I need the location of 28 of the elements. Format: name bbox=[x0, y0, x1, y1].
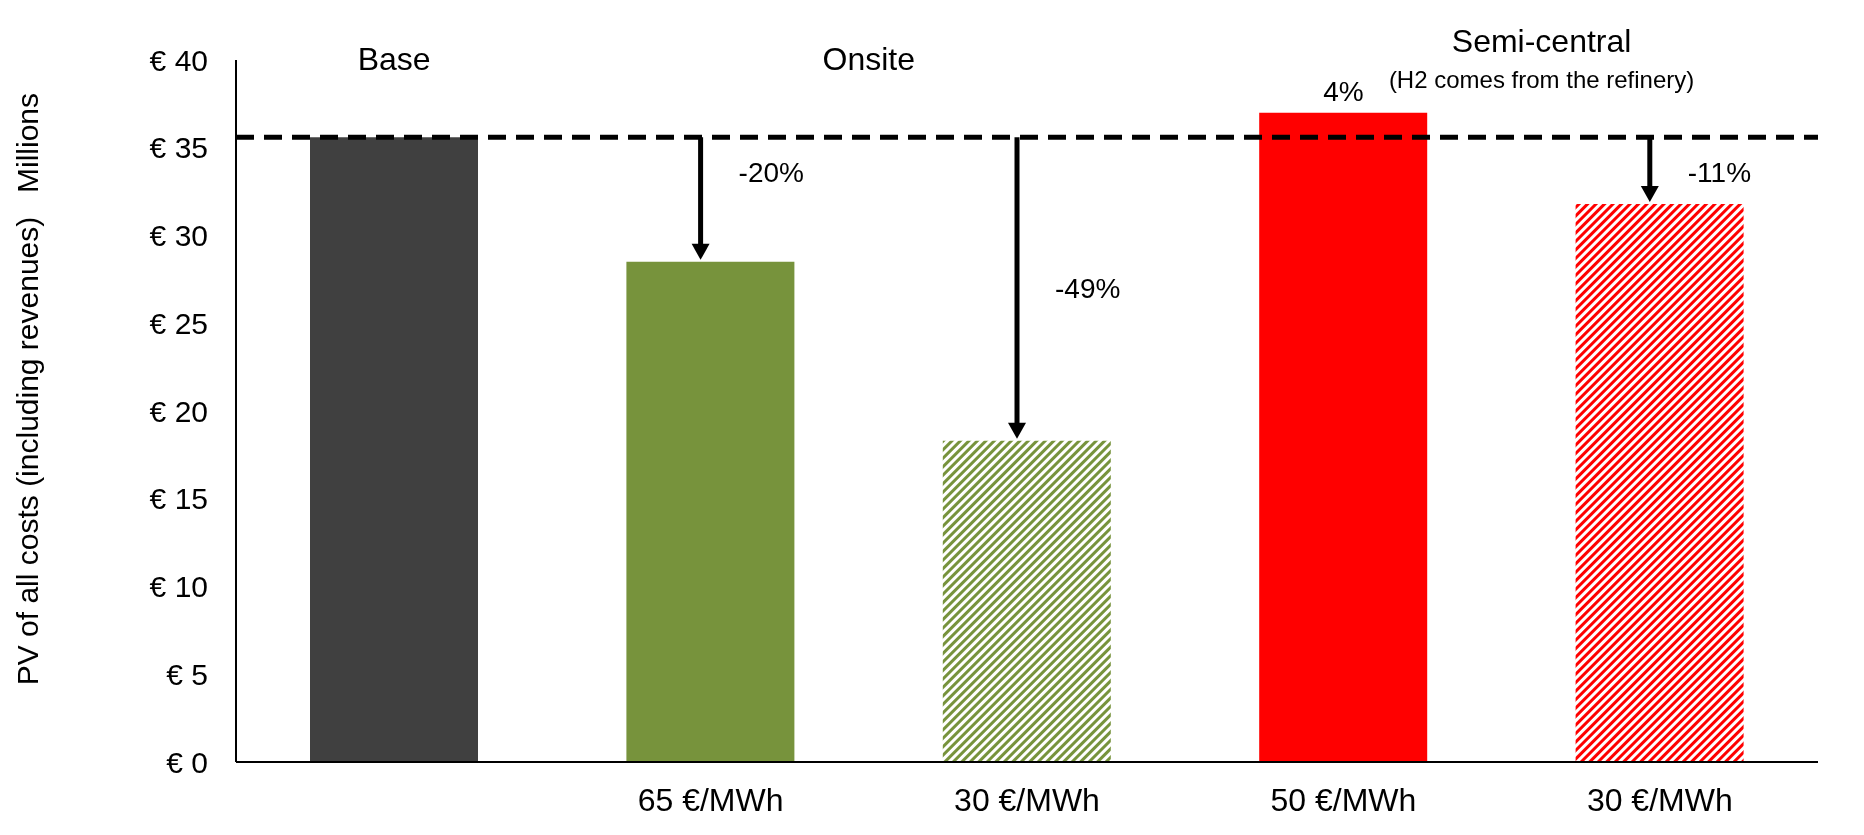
x-tick-label: 50 €/MWh bbox=[1270, 781, 1417, 818]
x-tick-label: 30 €/MWh bbox=[1586, 781, 1733, 818]
y-tick-label: € 10 bbox=[149, 570, 208, 604]
bar bbox=[310, 137, 478, 762]
y-tick-label: € 40 bbox=[149, 43, 208, 77]
y-tick-label: € 15 bbox=[149, 482, 208, 516]
y-axis-title: PV of all costs (including revenues) bbox=[11, 216, 44, 686]
x-tick-label: 30 €/MWh bbox=[954, 781, 1100, 818]
y-tick-label: € 25 bbox=[149, 306, 208, 340]
y-tick-label: € 35 bbox=[149, 131, 208, 165]
bar bbox=[942, 440, 1111, 762]
annotation: 4% bbox=[1323, 75, 1364, 107]
annotation: Onsite bbox=[822, 41, 916, 77]
y-tick-label: € 0 bbox=[166, 745, 208, 779]
annotation: -20% bbox=[738, 157, 804, 189]
bar bbox=[1575, 203, 1744, 762]
annotation: (H2 comes from the refinery) bbox=[1388, 66, 1695, 93]
y-tick-label: € 30 bbox=[149, 219, 208, 253]
y-tick-label: € 5 bbox=[166, 657, 208, 691]
y-tick-label: € 20 bbox=[149, 394, 208, 428]
annotation: -49% bbox=[1055, 273, 1121, 305]
annotation: Base bbox=[357, 41, 431, 77]
bar bbox=[626, 261, 795, 762]
text: Millions bbox=[11, 92, 44, 194]
text: Semi-central bbox=[1451, 23, 1632, 59]
annotation: -11% bbox=[1687, 157, 1752, 189]
x-tick-label: 65 €/MWh bbox=[637, 781, 784, 818]
bar bbox=[1259, 112, 1428, 762]
